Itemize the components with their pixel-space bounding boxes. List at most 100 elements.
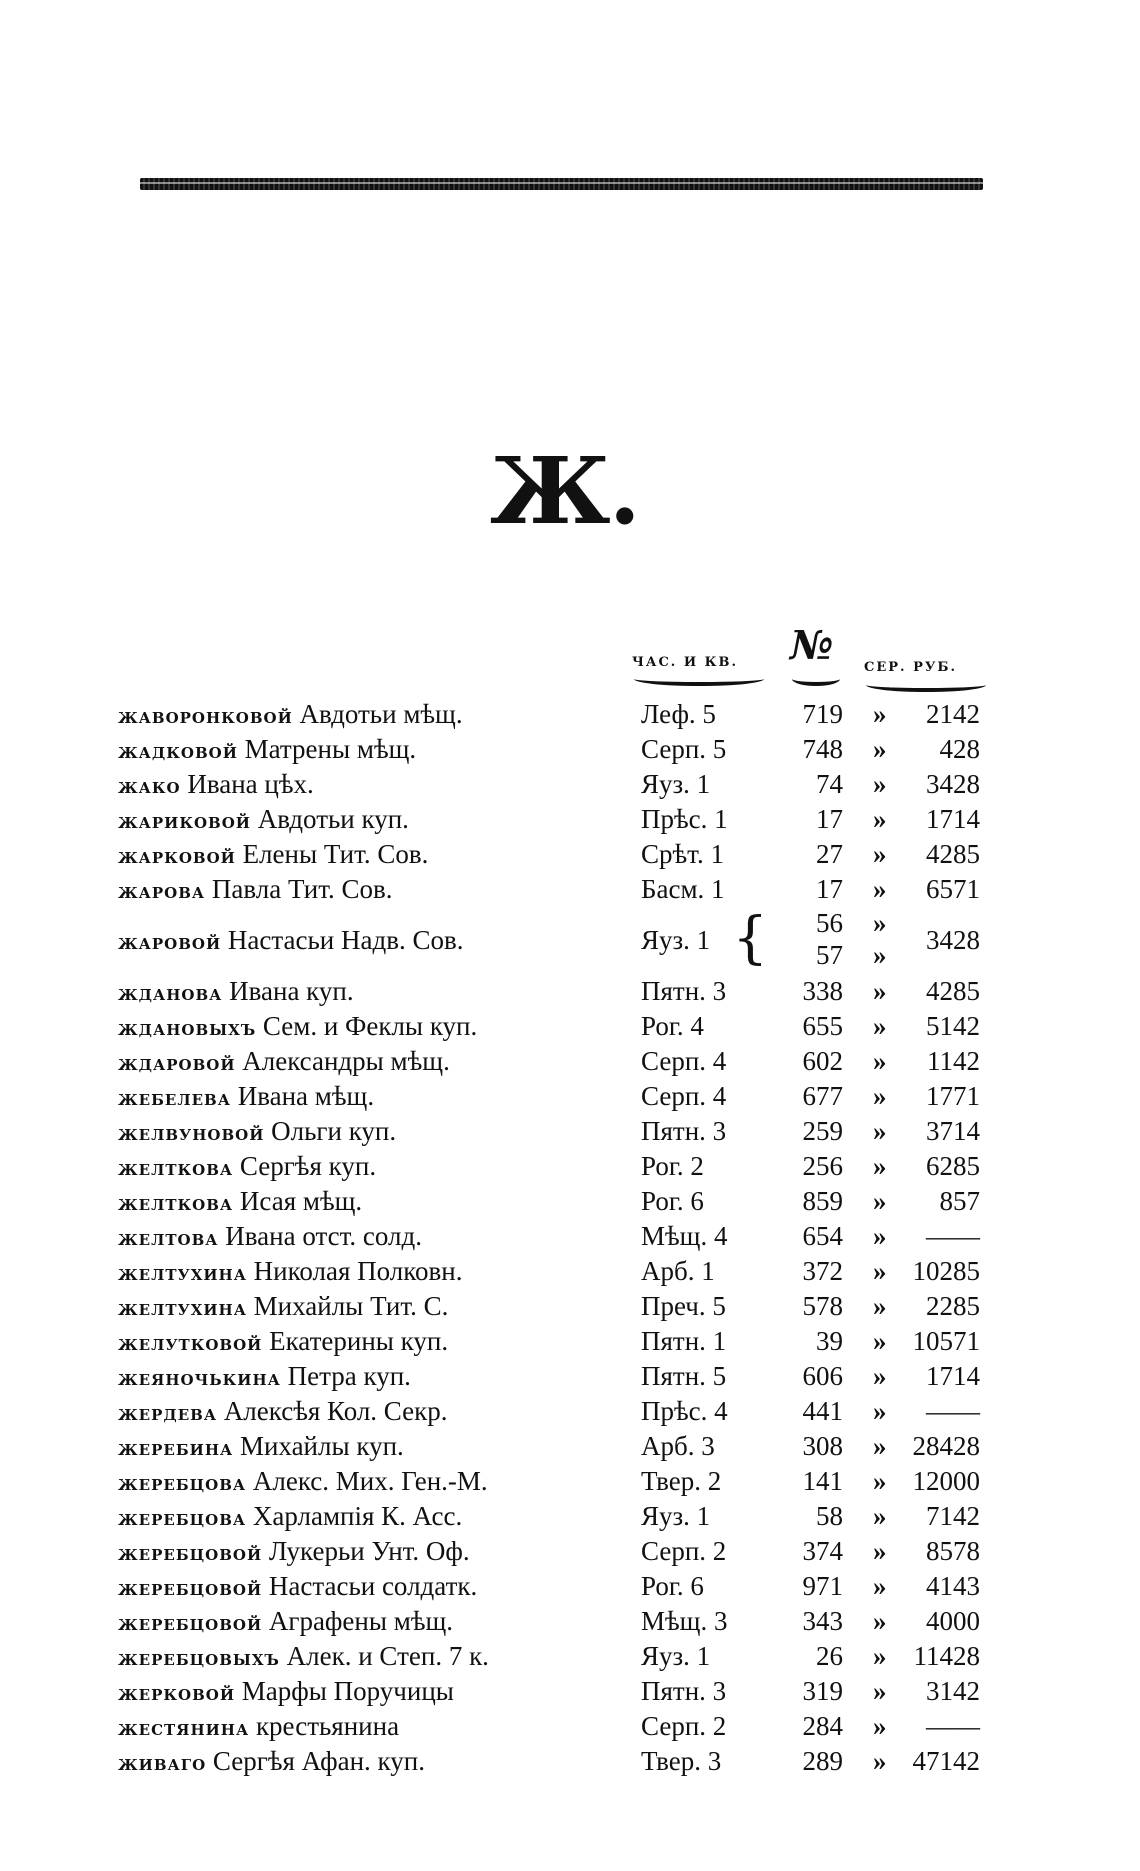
surname: жердева [118, 1400, 218, 1426]
house-number: 17 [816, 874, 843, 904]
table-row: жарова Павла Тит. Сов. Басм. 1 17 » 6571 [118, 872, 988, 907]
top-ornamental-rule [140, 178, 983, 190]
table-row: жарковой Елены Тит. Сов. Срѣт. 1 27 » 4285 [118, 837, 988, 872]
surname: жарова [118, 878, 206, 904]
given-name-rank: Авдотьи мѣщ. [299, 699, 463, 729]
given-name-rank: Михайлы Тит. С. [253, 1291, 449, 1321]
given-name-rank: Матрены мѣщ. [244, 734, 417, 764]
table-row: жеяночькина Петра куп. Пятн. 5 606 » 1714 [118, 1359, 988, 1394]
part-cell: Рог. 2 [641, 1151, 704, 1181]
surname: желтова [118, 1225, 219, 1251]
given-name-rank: Сергѣя Афан. куп. [212, 1746, 425, 1776]
ditto-mark: » [873, 1571, 887, 1601]
table-row: жадковой Матрены мѣщ. Серп. 5 748 » 428 [118, 732, 988, 767]
surname: ждановыхъ [118, 1015, 257, 1041]
amount-cell: 1142 [927, 1046, 980, 1076]
amount-cell: 3428 [926, 769, 980, 799]
given-name-rank: Екатерины куп. [269, 1326, 449, 1356]
name-cell: желтухина Михайлы Тит. С. [118, 1289, 448, 1326]
section-letter-heading: Ж. [490, 437, 641, 545]
surname: жеребцовыхъ [118, 1645, 280, 1671]
amount-cell: 1714 [926, 1361, 980, 1391]
part-cell: Прѣс. 1 [641, 804, 728, 834]
part-cell: Пятн. 3 [641, 1116, 727, 1146]
name-cell: жеребцовой Аграфены мѣщ. [118, 1604, 453, 1641]
given-name-rank: Алексѣя Кол. Секр. [223, 1396, 448, 1426]
table-row: желткова Сергѣя куп. Рог. 2 256 » 6285 [118, 1149, 988, 1184]
ditto-mark: » [873, 804, 887, 834]
name-cell: жеребцова Харлампія К. Асс. [118, 1499, 462, 1536]
house-number: 57 [816, 940, 843, 970]
name-cell: желтухина Николая Полковн. [118, 1254, 462, 1291]
part-cell: Мѣщ. 4 [641, 1221, 728, 1251]
table-row: желвуновой Ольги куп. Пятн. 3 259 » 3714 [118, 1114, 988, 1149]
name-cell: жаворонковой Авдотьи мѣщ. [118, 697, 463, 734]
amount-cell: —— [926, 1396, 980, 1426]
given-name-rank: Харлампія К. Асс. [252, 1501, 463, 1531]
table-row: жеребцовой Аграфены мѣщ. Мѣщ. 3 343 » 4000 [118, 1604, 988, 1639]
given-name-rank: Алек. и Степ. 7 к. [286, 1641, 489, 1671]
name-cell: жаровой Настасьи Надв. Сов. [118, 907, 463, 976]
name-cell: жеребцовыхъ Алек. и Степ. 7 к. [118, 1639, 489, 1676]
ditto-mark: » [873, 839, 887, 869]
given-name-rank: Лукерьи Унт. Оф. [268, 1536, 470, 1566]
house-number: 259 [802, 1116, 844, 1146]
ditto-mark: » [873, 1116, 887, 1146]
part-cell: Арб. 1 [641, 1256, 715, 1286]
name-cell: жарова Павла Тит. Сов. [118, 872, 393, 909]
table-row: жеребцовыхъ Алек. и Степ. 7 к. Яуз. 1 26 … [118, 1639, 988, 1674]
brace-mark: { [732, 906, 768, 971]
part-cell: Рог. 4 [641, 1011, 704, 1041]
part-cell: Преч. 5 [641, 1291, 726, 1321]
surname: желткова [118, 1190, 234, 1216]
header-number-brace [792, 672, 840, 686]
surname: жебелева [118, 1085, 231, 1111]
given-name-rank: Ивана мѣщ. [237, 1081, 375, 1111]
house-number: 606 [802, 1361, 844, 1391]
house-number: 971 [802, 1571, 844, 1601]
house-number: 748 [802, 734, 844, 764]
given-name-rank: Алекс. Мих. Ген.-М. [252, 1466, 488, 1496]
amount-cell: 28428 [912, 1431, 981, 1461]
given-name-rank: Елены Тит. Сов. [242, 839, 429, 869]
ditto-mark: » [873, 874, 887, 904]
part-cell: Арб. 3 [641, 1431, 715, 1461]
header-amount-brace [866, 678, 986, 692]
amount-cell: 428 [939, 734, 981, 764]
amount-cell: 7142 [926, 1501, 980, 1531]
part-cell: Пятн. 3 [641, 1676, 727, 1706]
house-number: 39 [816, 1326, 843, 1356]
house-number: 859 [802, 1186, 844, 1216]
amount-cell: 4143 [926, 1571, 980, 1601]
amount-cell: 10571 [912, 1326, 981, 1356]
name-cell: жадковой Матрены мѣщ. [118, 732, 416, 769]
table-row: жестянина крестьянина Серп. 2 284 » —— [118, 1709, 988, 1744]
register-table: жаворонковой Авдотьи мѣщ. Леф. 5 719 » 214… [118, 697, 988, 1779]
surname: жаворонковой [118, 703, 293, 729]
ditto-mark: » [873, 769, 887, 799]
ditto-mark: » [873, 1711, 887, 1741]
ditto-mark: » [873, 1501, 887, 1531]
part-cell: Яуз. 1 [641, 1501, 711, 1531]
name-cell: желткова Исая мѣщ. [118, 1184, 362, 1221]
header-part: ЧАС. И КВ. [632, 655, 739, 670]
table-row: жданова Ивана куп. Пятн. 3 338 » 4285 [118, 974, 988, 1009]
surname: жеребина [118, 1435, 234, 1461]
amount-cell: 47142 [912, 1746, 981, 1776]
house-number: 284 [802, 1711, 844, 1741]
table-row: жеребцова Алекс. Мих. Ген.-М. Твер. 2 141… [118, 1464, 988, 1499]
name-cell: жданова Ивана куп. [118, 974, 354, 1011]
given-name-rank: Аграфены мѣщ. [268, 1606, 454, 1636]
given-name-rank: Ивана куп. [229, 976, 354, 1006]
table-row: желутковой Екатерины куп. Пятн. 1 39 » 105… [118, 1324, 988, 1359]
table-row: жеребцова Харлампія К. Асс. Яуз. 1 58 » 71… [118, 1499, 988, 1534]
ditto-mark: » [873, 1466, 887, 1496]
header-part-brace [634, 672, 764, 686]
surname: жеребцовой [118, 1610, 263, 1636]
name-cell: желткова Сергѣя куп. [118, 1149, 376, 1186]
table-row: живаго Сергѣя Афан. куп. Твер. 3 289 » 471… [118, 1744, 988, 1779]
ditto-mark: » [873, 1326, 887, 1356]
surname: жариковой [118, 808, 251, 834]
ditto-mark: » [873, 1676, 887, 1706]
ditto-mark: » [873, 908, 887, 938]
